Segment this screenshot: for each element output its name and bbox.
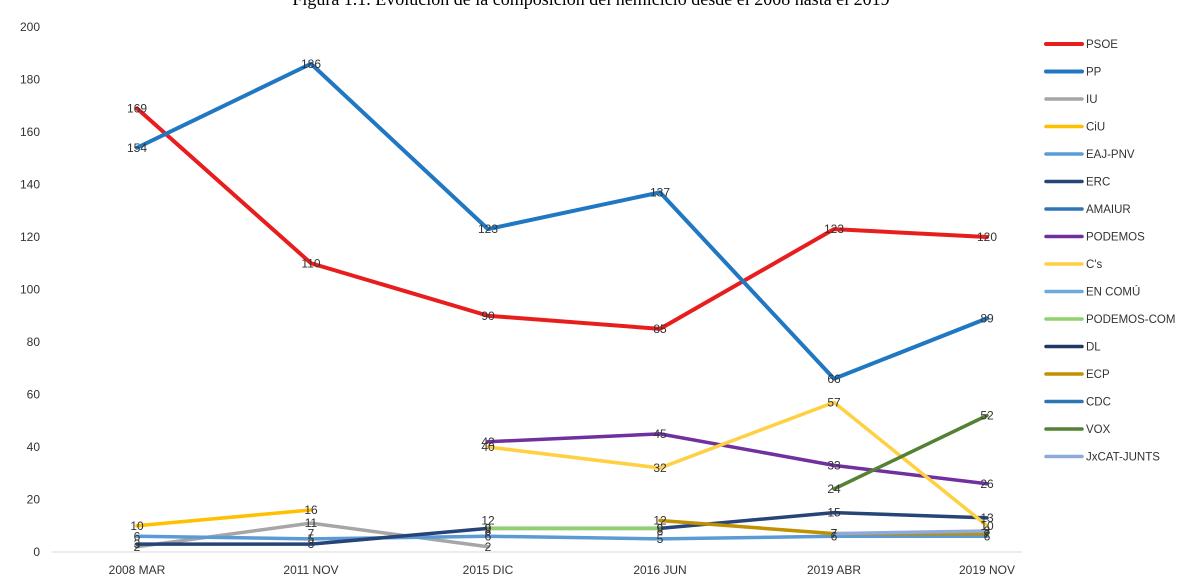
data-label: 8 <box>984 524 991 538</box>
data-label: 15 <box>827 506 841 520</box>
legend-label: EAJ-PNV <box>1086 149 1135 161</box>
data-label: 9 <box>485 521 492 535</box>
data-label: 24 <box>827 482 841 496</box>
data-label: 5 <box>308 532 315 546</box>
data-label: 186 <box>301 57 321 71</box>
data-label: 40 <box>481 440 495 454</box>
x-tick-label: 2019 ABR <box>807 563 861 577</box>
data-label: 8 <box>657 524 664 538</box>
legend-label: PODEMOS-COM <box>1086 314 1175 326</box>
data-label: 90 <box>481 309 495 323</box>
data-label: 137 <box>650 185 670 199</box>
data-label: 45 <box>653 427 667 441</box>
data-label: 120 <box>977 230 997 244</box>
y-tick-label: 0 <box>33 545 40 559</box>
legend-label: EN COMÚ <box>1086 286 1140 299</box>
x-tick-label: 2016 JUN <box>633 563 686 577</box>
legend-label: JxCAT-JUNTS <box>1086 452 1160 464</box>
data-label: 123 <box>478 222 498 236</box>
data-label: 9 <box>485 521 492 535</box>
data-label: 154 <box>127 141 147 155</box>
series-line <box>832 413 989 491</box>
x-tick-label: 2015 DIC <box>463 563 514 577</box>
data-label: 52 <box>980 409 994 423</box>
data-label: 7 <box>831 527 838 541</box>
data-label: 2 <box>134 540 141 554</box>
data-label: 85 <box>653 322 667 336</box>
series-line <box>135 106 989 331</box>
x-tick-label: 2008 MAR <box>109 563 166 577</box>
legend-label: ECP <box>1086 369 1110 381</box>
series-line <box>135 534 989 541</box>
data-label: 13 <box>980 511 994 525</box>
x-tick-label: 2019 NOV <box>959 563 1015 577</box>
data-label: 123 <box>824 222 844 236</box>
data-label: 110 <box>301 256 320 270</box>
data-label: 42 <box>481 435 495 449</box>
data-label: 89 <box>980 311 994 325</box>
y-tick-label: 160 <box>20 125 40 139</box>
data-label: 12 <box>481 514 495 528</box>
data-label: 66 <box>827 372 841 386</box>
series-line <box>135 61 989 381</box>
data-label: 6 <box>831 529 838 543</box>
data-label: 3 <box>308 537 315 551</box>
data-label: 6 <box>984 529 991 543</box>
data-label: 2 <box>485 540 492 554</box>
data-label: 32 <box>653 461 667 475</box>
series-line <box>486 400 989 528</box>
legend-label: PODEMOS <box>1086 232 1145 244</box>
data-label: 9 <box>657 521 664 535</box>
data-label: 7 <box>831 527 838 541</box>
legend-label: IU <box>1086 94 1098 106</box>
data-label: 6 <box>485 529 492 543</box>
y-tick-label: 60 <box>27 388 41 402</box>
y-tick-label: 80 <box>27 335 41 349</box>
data-label: 10 <box>130 519 144 533</box>
y-tick-label: 40 <box>27 440 41 454</box>
y-tick-label: 20 <box>27 493 41 507</box>
legend-label: DL <box>1086 342 1101 354</box>
data-label: 8 <box>485 524 492 538</box>
legend-label: ERC <box>1086 177 1110 189</box>
data-label: 57 <box>827 395 841 409</box>
data-label: 7 <box>984 527 991 541</box>
data-label: 12 <box>653 514 667 528</box>
legend-label: CDC <box>1086 397 1111 409</box>
legend-label: PSOE <box>1086 39 1118 51</box>
data-label: 3 <box>134 537 141 551</box>
page-title: Figura 1.1. Evolución de la composición … <box>0 0 1182 10</box>
data-label: 11 <box>305 516 318 530</box>
data-label: 5 <box>657 532 664 546</box>
data-label: 6 <box>134 529 141 543</box>
data-label: 9 <box>657 521 664 535</box>
data-label: 26 <box>980 477 994 491</box>
data-label: 33 <box>827 458 841 472</box>
legend-label: PP <box>1086 67 1102 79</box>
y-tick-label: 120 <box>20 230 40 244</box>
data-label: 16 <box>304 503 318 517</box>
data-label: 10 <box>980 519 994 533</box>
legend-label: VOX <box>1086 424 1111 436</box>
series-line <box>135 508 313 528</box>
legend-label: CiU <box>1086 122 1105 134</box>
y-tick-label: 140 <box>20 178 40 192</box>
data-label: 169 <box>127 101 147 115</box>
legend-label: AMAIUR <box>1086 204 1131 216</box>
y-tick-label: 200 <box>20 20 40 34</box>
y-tick-label: 180 <box>20 73 40 87</box>
x-tick-label: 2011 NOV <box>283 563 338 577</box>
series-line <box>486 432 989 486</box>
y-tick-label: 100 <box>20 283 40 297</box>
data-label: 7 <box>308 527 315 541</box>
series-line <box>832 529 989 536</box>
legend-label: C's <box>1086 259 1103 271</box>
